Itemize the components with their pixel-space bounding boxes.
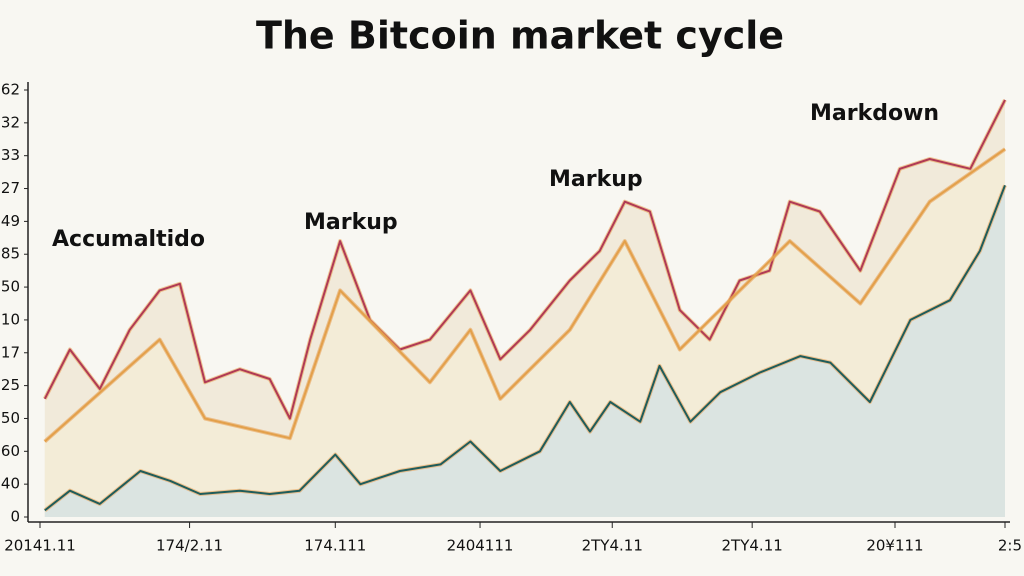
y-tick-label: 85 bbox=[1, 245, 20, 263]
x-tick-label: 20¥111 bbox=[866, 537, 923, 555]
y-tick-label: 17 bbox=[1, 343, 20, 361]
x-tick-label: 20141.11 bbox=[4, 537, 76, 555]
annotation: Markdown bbox=[810, 101, 939, 126]
x-tick-label: 2TY4.11 bbox=[582, 537, 643, 555]
y-tick-label: 32 bbox=[1, 113, 20, 131]
y-tick-label: 60 bbox=[1, 442, 20, 460]
x-tick-label: 2404111 bbox=[447, 537, 514, 555]
y-tick-label: 10 bbox=[1, 310, 20, 328]
y-tick-label: 40 bbox=[1, 475, 20, 493]
annotation: Markup bbox=[549, 167, 643, 192]
plot-area bbox=[43, 99, 1007, 518]
line bbox=[43, 99, 1006, 420]
area bbox=[44, 185, 1006, 518]
y-tick-label: 27 bbox=[1, 179, 20, 197]
y-tick-label: 49 bbox=[1, 212, 20, 230]
line bbox=[44, 148, 1006, 443]
y-tick-label: 33 bbox=[1, 146, 20, 164]
x-tick-label: 174/2.11 bbox=[156, 537, 223, 555]
y-tick-label: 62 bbox=[1, 81, 20, 99]
annotation: Markup bbox=[304, 210, 398, 235]
y-tick-label: 50 bbox=[1, 409, 20, 427]
x-tick-label: 174.111 bbox=[304, 537, 366, 555]
x-tick-label: 2:5 bbox=[998, 537, 1022, 555]
x-tick-label: 2TY4.11 bbox=[722, 537, 783, 555]
line bbox=[44, 184, 1006, 512]
annotation: Accumaltido bbox=[52, 227, 205, 252]
y-tick-label: 50 bbox=[1, 278, 20, 296]
chart-title: The Bitcoin market cycle bbox=[256, 14, 784, 58]
y-tick-label: 0 bbox=[10, 508, 20, 526]
y-tick-label: 25 bbox=[1, 376, 20, 394]
